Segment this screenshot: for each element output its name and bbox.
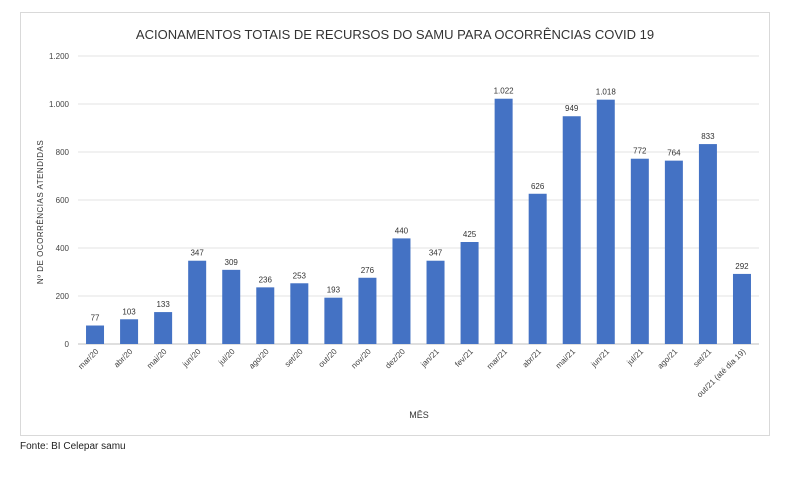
bar xyxy=(562,116,581,345)
value-label: 103 xyxy=(122,307,136,316)
x-tick-label: nov/20 xyxy=(349,347,373,371)
y-tick-label: 1.200 xyxy=(49,52,70,61)
bar xyxy=(494,98,513,344)
x-tick-label: jan/21 xyxy=(418,347,441,370)
x-tick-label: mai/20 xyxy=(145,347,169,371)
x-tick-label: jul/21 xyxy=(625,347,646,368)
x-axis-label: MÊS xyxy=(409,410,429,420)
gridlines xyxy=(78,55,759,345)
chart-title: ACIONAMENTOS TOTAIS DE RECURSOS DO SAMU … xyxy=(136,27,654,42)
x-tick-label: jul/20 xyxy=(216,347,237,368)
bar xyxy=(290,283,309,344)
y-axis-label: Nº DE OCORRÊNCIAS ATENDIDAS xyxy=(36,140,45,284)
bar xyxy=(698,144,717,344)
bar xyxy=(256,287,275,344)
x-tick-label: mai/21 xyxy=(554,347,578,371)
value-label: 833 xyxy=(701,132,715,141)
x-tick-label: jun/21 xyxy=(589,347,612,370)
bar xyxy=(154,312,173,344)
bar xyxy=(358,277,377,344)
bar xyxy=(222,269,241,344)
bar xyxy=(630,158,649,344)
value-label: 276 xyxy=(361,266,375,275)
x-tick-labels: mar/20 abr/20 mai/20 jun/20 jul/20 ago/20 set/… xyxy=(76,347,747,400)
value-label: 1.022 xyxy=(494,87,515,96)
value-label: 764 xyxy=(667,149,681,158)
bar xyxy=(324,297,343,344)
source-note: Fonte: BI Celepar samu xyxy=(20,441,126,452)
y-tick-label: 800 xyxy=(56,148,70,157)
value-label: 772 xyxy=(633,147,647,156)
value-label: 1.018 xyxy=(596,88,617,97)
x-tick-label: dez/20 xyxy=(384,347,408,371)
x-tick-label: mar/21 xyxy=(485,347,509,371)
value-label: 292 xyxy=(735,262,749,271)
y-tick-label: 1.000 xyxy=(49,100,70,109)
y-tick-label: 200 xyxy=(56,292,70,301)
bar xyxy=(188,260,207,344)
value-label: 236 xyxy=(259,275,273,284)
bar xyxy=(460,242,479,344)
value-label: 425 xyxy=(463,230,477,239)
x-tick-label: out/20 xyxy=(317,347,339,369)
value-label: 253 xyxy=(293,271,307,280)
value-label: 193 xyxy=(327,286,341,295)
bar xyxy=(528,193,547,344)
x-tick-label: abr/21 xyxy=(521,347,544,370)
bar xyxy=(732,273,751,344)
x-tick-label: set/20 xyxy=(283,347,305,369)
bar xyxy=(426,260,445,344)
value-label: 77 xyxy=(91,314,100,323)
value-label: 626 xyxy=(531,182,545,191)
y-tick-label: 600 xyxy=(56,196,70,205)
bars xyxy=(86,98,751,345)
chart-frame: ACIONAMENTOS TOTAIS DE RECURSOS DO SAMU … xyxy=(20,12,770,436)
y-tick-labels: 0 200 400 600 800 1.000 1.200 xyxy=(49,52,70,349)
value-label: 347 xyxy=(190,249,204,258)
value-labels: 77 103 133 347 309 236 253 193 276 440 347 425 1.022… xyxy=(91,87,750,323)
bar xyxy=(392,238,411,344)
value-label: 309 xyxy=(225,258,239,267)
bar xyxy=(596,99,615,345)
x-tick-label: mar/20 xyxy=(76,347,100,371)
x-tick-label: jun/20 xyxy=(180,347,203,370)
bar-chart: ACIONAMENTOS TOTAIS DE RECURSOS DO SAMU … xyxy=(36,27,759,420)
value-label: 949 xyxy=(565,104,579,113)
x-tick-label: ago/20 xyxy=(247,347,271,371)
x-tick-label: set/21 xyxy=(692,347,714,369)
y-tick-label: 400 xyxy=(56,244,70,253)
value-label: 347 xyxy=(429,249,443,258)
bar xyxy=(664,160,683,344)
bar xyxy=(86,325,105,344)
x-tick-label: fev/21 xyxy=(453,347,475,369)
bar xyxy=(120,319,139,344)
x-tick-label: abr/20 xyxy=(112,347,135,370)
value-label: 440 xyxy=(395,226,409,235)
y-tick-label: 0 xyxy=(65,340,70,349)
x-tick-label: ago/21 xyxy=(656,347,680,371)
value-label: 133 xyxy=(156,300,170,309)
